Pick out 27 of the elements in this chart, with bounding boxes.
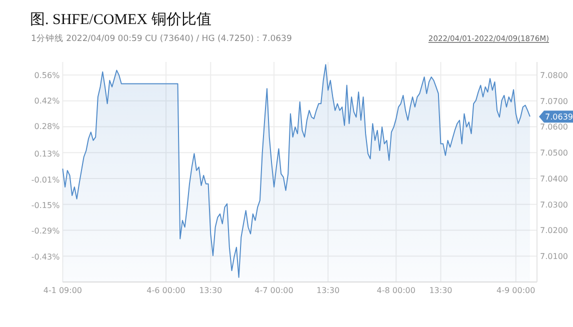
y-tick-label: 0.28% [34, 122, 60, 132]
y2-tick-label: 7.0600 [540, 122, 568, 132]
y2-tick-label: 7.0400 [540, 174, 568, 184]
y-tick-label: -0.43% [31, 252, 60, 262]
chart-subtitle: 1分钟线 2022/04/09 00:59 CU (73640) / HG (4.7250) : 7.0639 [31, 33, 292, 44]
y2-tick-label: 7.0700 [540, 96, 568, 106]
x-tick-label: 13:30 [316, 286, 340, 295]
y2-tick-label: 7.0800 [540, 70, 568, 80]
x-tick-label: 13:30 [429, 286, 452, 295]
y-tick-label: 0.13% [34, 150, 60, 159]
y-tick-label: 0.56% [34, 70, 60, 80]
y2-tick-label: 7.0500 [540, 148, 568, 158]
y-tick-label: -0.01% [31, 175, 60, 184]
y2-tick-label: 7.0300 [540, 200, 568, 210]
x-tick-label: 4-8 00:00 [376, 286, 416, 295]
chart-title: 图. SHFE/COMEX 铜价比值 [30, 11, 212, 28]
x-tick-label: 4-7 00:00 [254, 286, 294, 295]
y2-tick-label: 7.0200 [540, 226, 568, 236]
text: 7.0639 [545, 112, 573, 122]
y-tick-label: -0.29% [31, 226, 60, 236]
y-tick-label: 0.42% [34, 96, 60, 106]
y-tick-label: -0.15% [31, 201, 60, 210]
x-tick-label: 4-1 09:00 [43, 286, 82, 295]
x-tick-label: 13:30 [199, 286, 222, 295]
y2-tick-label: 7.0100 [540, 252, 568, 262]
x-tick-label: 4-9 00:00 [496, 286, 536, 295]
x-tick-label: 4-6 00:00 [146, 286, 186, 295]
